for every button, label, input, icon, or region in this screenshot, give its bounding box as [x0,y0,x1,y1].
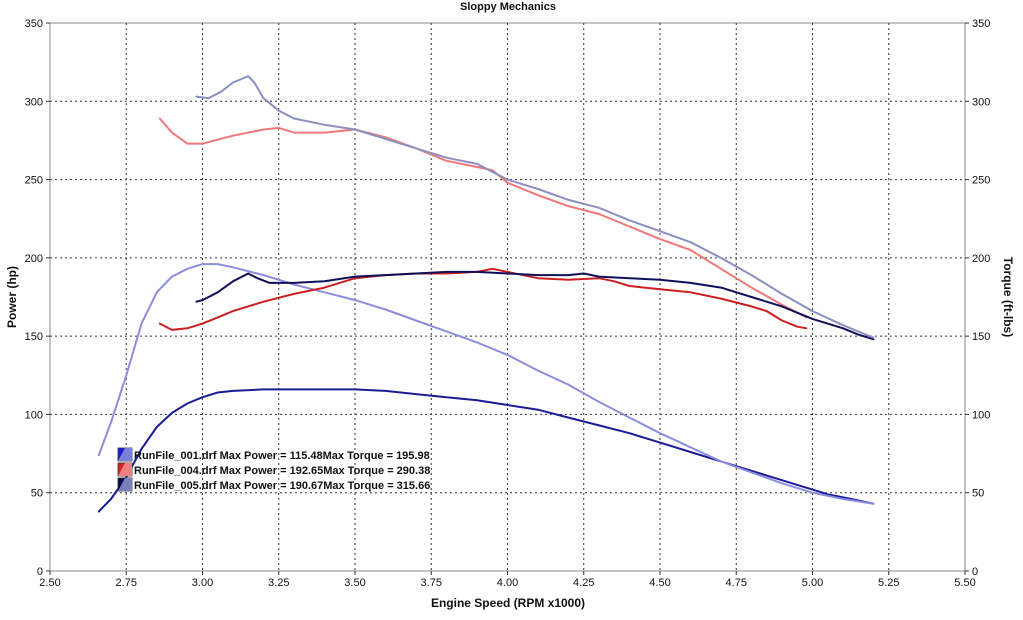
run-005-torque-line [195,75,875,339]
run-001-power-line [97,388,875,513]
legend-swatch-accent [118,448,132,461]
y-tick-label: 0 [37,566,43,578]
x-axis-title: Engine Speed (RPM x1000) [431,596,585,610]
x-tick-label: 3.25 [268,577,289,589]
x-tick-labels: 2.50 2.75 3.00 3.25 3.50 3.75 4.00 4.25 4.50 4.75… [39,571,976,589]
y2-axis-title: Torque (ft-lbs) [1001,257,1015,337]
y2-tick-label: 350 [972,18,990,30]
y2-tick-label: 100 [972,409,990,421]
y-tick-label: 200 [25,253,43,265]
run-005-power-line [195,270,875,341]
y-tick-labels: 0 50 100 150 200 250 300 350 [25,18,50,578]
y-axis-title: Power (hp) [5,266,19,328]
legend-entry: RunFile_005.drf Max Power = 190.67Max To… [117,477,430,492]
run-001-torque-line [97,263,875,505]
x-tick-label: 5.25 [878,577,899,589]
run-004-torque-line [158,117,808,319]
legend-entry: RunFile_004.drf Max Power = 192.65Max To… [117,462,430,477]
y2-tick-label: 150 [972,331,990,343]
y2-tick-labels: 0 50 100 150 200 250 300 350 [965,18,990,578]
x-tick-label: 5.50 [954,577,975,589]
x-tick-label: 3.75 [421,577,442,589]
chart-title: Sloppy Mechanics [460,1,556,13]
y2-tick-label: 250 [972,175,990,187]
legend-entry: RunFile_001.drf Max Power = 115.48Max To… [117,447,430,462]
grid-lines [50,23,965,571]
x-tick-label: 4.50 [649,577,670,589]
x-tick-label: 3.00 [192,577,213,589]
x-tick-label: 4.25 [573,577,594,589]
legend-label: RunFile_005.drf Max Power = 190.67Max To… [134,480,430,492]
series-layer [97,75,875,513]
y-tick-label: 350 [25,18,43,30]
x-tick-label: 4.00 [497,577,518,589]
x-tick-label: 2.75 [116,577,137,589]
legend-label: RunFile_001.drf Max Power = 115.48Max To… [134,450,430,462]
legend-swatch-accent [118,478,132,491]
y-tick-label: 50 [31,488,43,500]
y-tick-label: 150 [25,331,43,343]
legend-swatch-accent [118,463,132,476]
y-tick-label: 300 [25,96,43,108]
legend-label: RunFile_004.drf Max Power = 192.65Max To… [134,465,430,477]
x-tick-label: 4.75 [726,577,747,589]
y2-tick-label: 50 [972,488,984,500]
x-tick-label: 5.00 [802,577,823,589]
y-tick-label: 250 [25,175,43,187]
run-004-power-line [158,267,808,331]
y2-tick-label: 0 [972,566,978,578]
y-tick-label: 100 [25,409,43,421]
x-tick-label: 2.50 [39,577,60,589]
y2-tick-label: 200 [972,253,990,265]
x-tick-label: 3.50 [344,577,365,589]
y2-tick-label: 300 [972,96,990,108]
legend: RunFile_001.drf Max Power = 115.48Max To… [117,447,430,492]
